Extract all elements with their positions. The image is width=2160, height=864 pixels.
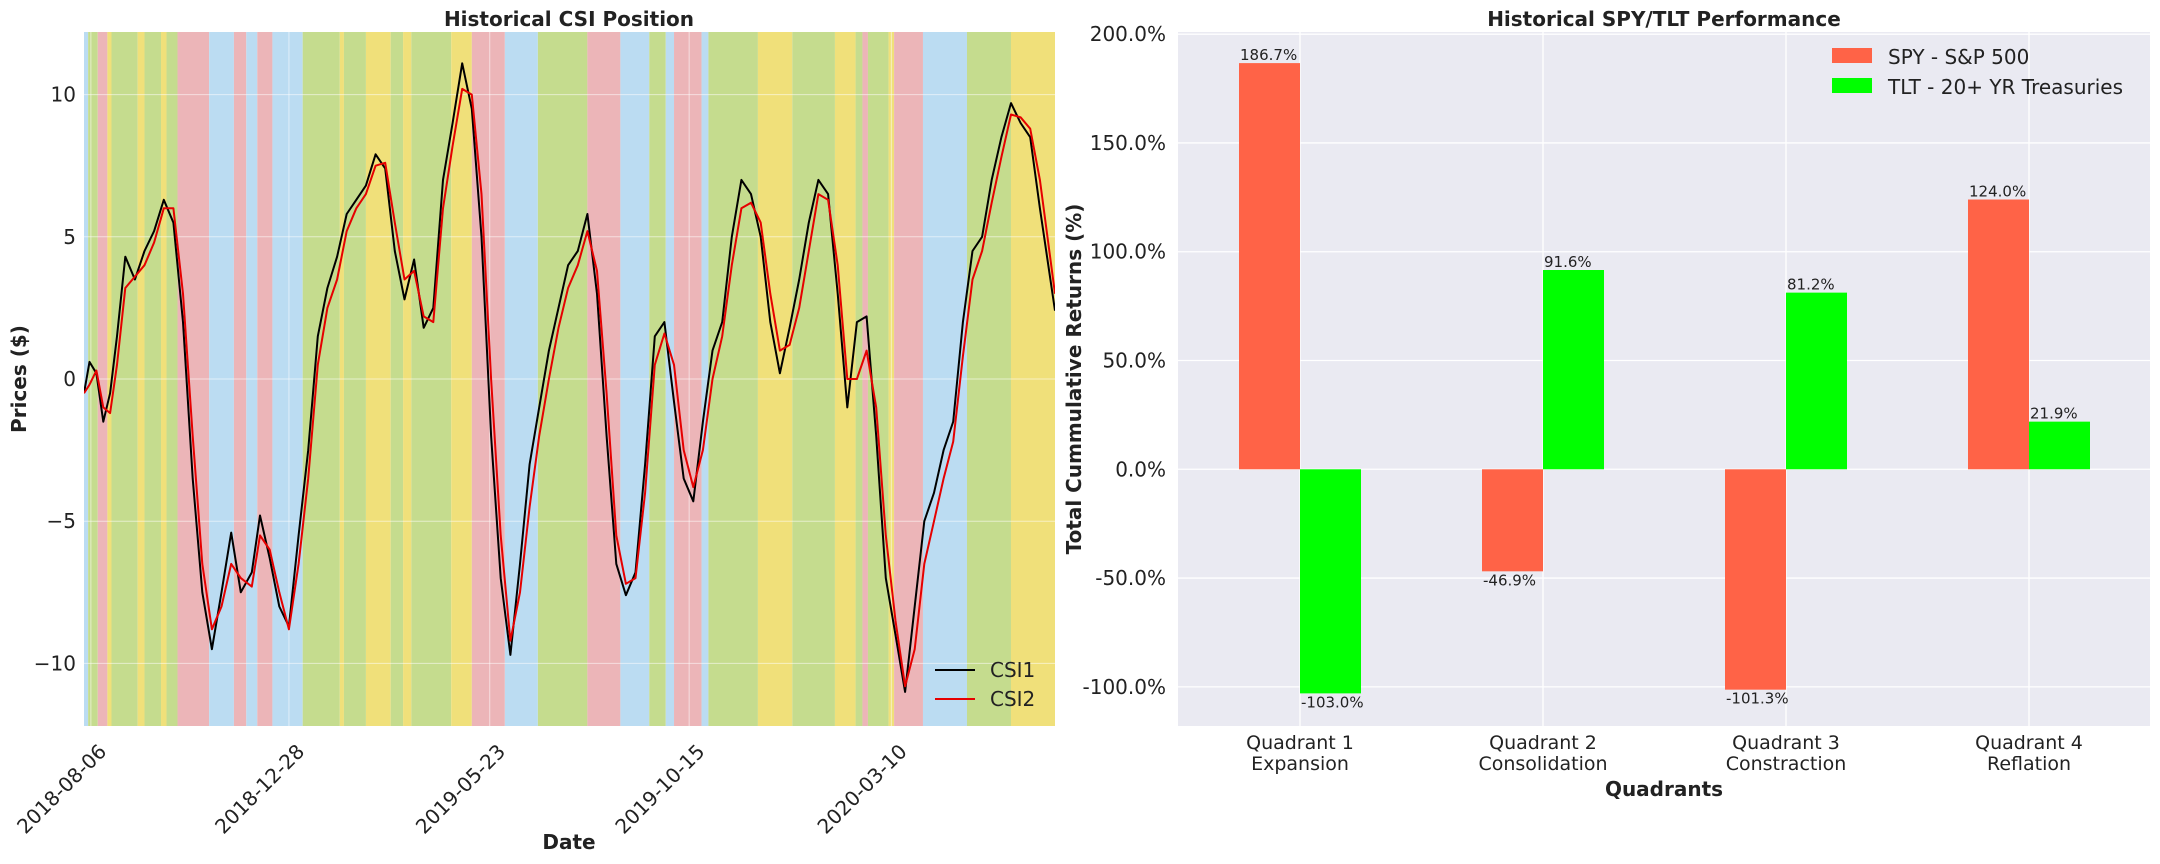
x-tick-label: 2019-05-23 [411,739,510,838]
y-tick-label: 200.0% [1090,22,1166,46]
y-tick-label: 0.0% [1115,457,1166,481]
x-tick-label: Expansion [1251,753,1349,775]
x-tick-labels: 2018-08-06 2018-12-28 2019-05-23 2019-10-15… [12,739,912,838]
bar-value-labels: 186.7% -46.9% -101.3% 124.0% -103.0% 91.6% 81.… [1240,46,2078,711]
legend-label-csi1: CSI1 [990,658,1035,682]
spy-tlt-performance-chart: 186.7% -46.9% -101.3% 124.0% -103.0% 91.6% 81.… [1062,7,2150,801]
x-axis-label: Date [542,830,595,854]
x-tick-label: Quadrant 2 [1489,732,1597,754]
x-tick-label: Quadrant 1 [1246,732,1354,754]
x-tick-label: Quadrant 3 [1732,732,1840,754]
x-tick-label: Constraction [1726,753,1847,775]
spy-bar [1239,63,1300,470]
y-tick-label: 0 [63,367,76,391]
y-tick-label: 10 [51,83,76,107]
x-axis-label: Quadrants [1605,777,1723,801]
series-lines [84,62,1055,693]
y-tick-label: 150.0% [1090,131,1166,155]
tlt-bar [1543,270,1604,470]
bar-value-label: 124.0% [1969,183,2026,201]
x-tick-label: Reflation [1987,753,2071,775]
y-tick-labels: 200.0% 150.0% 100.0% 50.0% 0.0% -50.0% -100.0% [1083,22,1166,699]
gridlines [84,32,1055,726]
csi-position-chart: 10 5 0 −5 −10 2018-08-06 2018-12-28 2019-05-23… [7,7,1055,854]
x-tick-label: Quadrant 4 [1975,732,2083,754]
bar-value-label: 186.7% [1240,46,1297,64]
bars [1239,63,2090,694]
bar-value-label: 91.6% [1544,253,1592,271]
legend-label-tlt: TLT - 20+ YR Treasuries [1887,75,2123,99]
tlt-bar [2029,421,2090,470]
y-tick-label: -50.0% [1095,566,1166,590]
y-tick-label: 5 [63,225,76,249]
series-line-csi2 [84,87,1055,688]
y-tick-label: 50.0% [1102,349,1166,373]
series-line-csi1 [84,62,1055,693]
tlt-bar [1786,292,1847,470]
y-tick-label: −5 [47,509,76,533]
y-tick-labels: 10 5 0 −5 −10 [34,83,76,676]
tlt-bar [1300,469,1361,694]
y-tick-label: 100.0% [1090,240,1166,264]
x-tick-label: 2020-03-10 [812,739,911,838]
x-tick-label: Consolidation [1478,753,1607,775]
legend-swatch-spy [1832,48,1872,63]
bar-value-label: 21.9% [2030,405,2078,423]
x-tick-label: 2018-12-28 [210,739,309,838]
bar-value-label: 81.2% [1787,276,1835,294]
spy-bar [1968,199,2029,470]
y-tick-label: −10 [34,651,76,675]
legend-label-spy: SPY - S&P 500 [1888,45,2029,69]
legend: CSI1 CSI2 [935,658,1035,711]
spy-bar [1725,469,1786,690]
spy-bar [1482,469,1543,572]
bar-value-label: -103.0% [1301,693,1364,711]
x-tick-label: 2019-10-15 [610,739,709,838]
legend: SPY - S&P 500 TLT - 20+ YR Treasuries [1832,45,2123,99]
x-tick-label: 2018-08-06 [12,739,111,838]
chart-title: Historical CSI Position [444,7,694,31]
chart-title: Historical SPY/TLT Performance [1487,7,1841,31]
bar-value-label: -101.3% [1726,690,1789,708]
y-axis-label: Total Cummulative Returns (%) [1062,204,1086,555]
bar-value-label: -46.9% [1483,571,1536,589]
y-axis-label: Prices ($) [7,325,31,433]
legend-label-csi2: CSI2 [990,687,1035,711]
legend-swatch-tlt [1832,78,1872,93]
y-tick-label: -100.0% [1083,675,1166,699]
